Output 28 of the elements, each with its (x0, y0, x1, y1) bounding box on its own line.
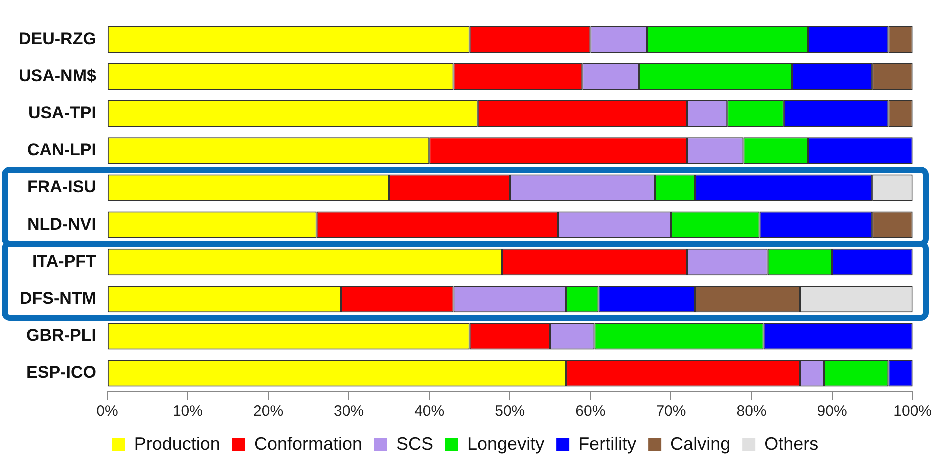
y-tick-label: FRA-ISU (27, 178, 96, 197)
y-tick-label: ITA-PFT (32, 252, 98, 271)
y-tick-label: USA-NM$ (18, 66, 97, 86)
x-tick-label: 100% (894, 403, 932, 420)
x-tick-label: 50% (495, 403, 526, 420)
x-tick-label: 0% (96, 403, 118, 420)
x-tick-label: 10% (172, 403, 203, 420)
x-tick-label: 30% (334, 403, 364, 420)
x-tick-label: 20% (254, 403, 284, 420)
legend-label: Calving (670, 434, 731, 454)
x-tick-label: 80% (736, 403, 767, 420)
y-tick-label: GBR-PLI (26, 326, 96, 346)
y-tick-label: USA-TPI (28, 104, 96, 123)
y-tick-label: NLD-NVI (27, 214, 96, 234)
legend-label: SCS (396, 434, 434, 454)
x-tick-label: 70% (656, 403, 686, 420)
y-tick-label: DEU-RZG (18, 29, 96, 48)
y-tick-label: ESP-ICO (26, 363, 96, 382)
y-tick-label: DFS-NTM (20, 288, 96, 308)
legend-label: Longevity (468, 434, 545, 454)
legend-label: Others (764, 434, 819, 454)
x-tick-label: 40% (414, 403, 445, 420)
legend-label: Production (134, 434, 220, 454)
legend-label: Fertility (578, 434, 637, 454)
x-tick-label: 90% (817, 403, 848, 420)
legend-label: Conformation (254, 434, 363, 454)
y-tick-label: CAN-LPI (27, 140, 96, 160)
x-tick-label: 60% (576, 403, 606, 420)
